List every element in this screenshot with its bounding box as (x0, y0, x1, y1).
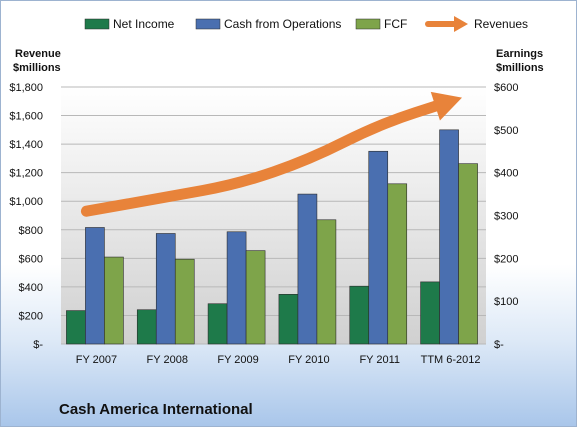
bar-cash-from-operations-fy-2010 (297, 193, 318, 345)
right-axis-title-line1: Earnings (496, 48, 543, 60)
x-axis-ticks: FY 2007 FY 2008 FY 2009 FY 2010 FY 2011 TTM 6… (76, 354, 481, 366)
bar-fcf-fy-2008 (174, 258, 195, 345)
right-axis-title-line2: $millions (496, 62, 544, 74)
bar-net-income-fy-2011 (349, 285, 370, 345)
bar-net-income-fy-2008 (136, 309, 157, 345)
bar-cash-from-operations-fy-2011 (368, 150, 389, 345)
left-tick-label: $1,000 (9, 196, 43, 208)
x-tick-label: FY 2008 (147, 354, 188, 366)
x-tick-label: FY 2009 (217, 354, 258, 366)
x-tick-label: FY 2007 (76, 354, 117, 366)
right-tick-label: $200 (494, 253, 518, 265)
bars-group (66, 129, 478, 345)
bar-cash-from-operations-ttm-6-2012 (439, 129, 459, 345)
bar-fcf-fy-2011 (387, 183, 408, 345)
legend-label-net-income: Net Income (113, 17, 175, 31)
right-tick-label: $300 (494, 211, 518, 223)
legend-arrowhead-revenues (454, 16, 468, 32)
left-tick-label: $600 (19, 253, 43, 265)
bar-net-income-fy-2009 (207, 303, 228, 345)
left-axis-title-line2: $millions (13, 62, 61, 74)
legend-label-cash-from-operations: Cash from Operations (224, 17, 341, 31)
bar-net-income-fy-2007 (66, 310, 86, 345)
revenue-arrow-group (80, 91, 463, 217)
legend: Net Income Cash from Operations FCF Revenue… (84, 16, 528, 32)
bar-net-income-fy-2010 (278, 294, 299, 345)
x-tick-label: FY 2011 (359, 354, 400, 366)
bar-fcf-fy-2010 (316, 219, 337, 345)
x-tick-label: FY 2010 (288, 354, 329, 366)
legend-swatch-cash-from-operations (195, 18, 221, 30)
right-tick-label: $100 (494, 296, 518, 308)
left-tick-label: $1,400 (9, 139, 43, 151)
left-axis-title-line1: Revenue (15, 48, 61, 60)
bar-net-income-ttm-6-2012 (420, 281, 440, 345)
right-tick-label: $400 (494, 168, 518, 180)
left-tick-label: $400 (19, 282, 43, 294)
legend-label-fcf: FCF (384, 17, 407, 31)
left-tick-label: $- (33, 339, 43, 351)
bar-fcf-fy-2007 (104, 256, 124, 345)
left-tick-label: $200 (19, 310, 43, 322)
right-axis-ticks: $- $100 $200 $300 $400 $500 $600 (494, 82, 518, 351)
revenue-arrow-line (80, 100, 441, 217)
right-tick-label: $- (494, 339, 504, 351)
left-axis-ticks: $- $200 $400 $600 $800 $1,000 $1,200 $1,400 $1,6… (9, 82, 43, 351)
bar-fcf-fy-2009 (245, 250, 266, 345)
left-tick-label: $1,800 (9, 82, 43, 94)
x-tick-label: TTM 6-2012 (421, 354, 481, 366)
legend-swatch-fcf (355, 18, 381, 30)
gridlines (61, 86, 486, 345)
right-tick-label: $500 (494, 125, 518, 137)
legend-label-revenues: Revenues (474, 17, 528, 31)
left-tick-label: $1,600 (9, 111, 43, 123)
plot-area (61, 87, 486, 344)
bar-fcf-ttm-6-2012 (458, 163, 478, 345)
legend-swatch-net-income (84, 18, 110, 30)
bar-cash-from-operations-fy-2009 (226, 231, 247, 345)
right-tick-label: $600 (494, 82, 518, 94)
bar-cash-from-operations-fy-2007 (85, 227, 105, 345)
revenue-arrow-head (430, 91, 463, 121)
company-name: Cash America International (59, 401, 253, 418)
bar-cash-from-operations-fy-2008 (155, 233, 176, 345)
left-tick-label: $1,200 (9, 168, 43, 180)
left-tick-label: $800 (19, 225, 43, 237)
